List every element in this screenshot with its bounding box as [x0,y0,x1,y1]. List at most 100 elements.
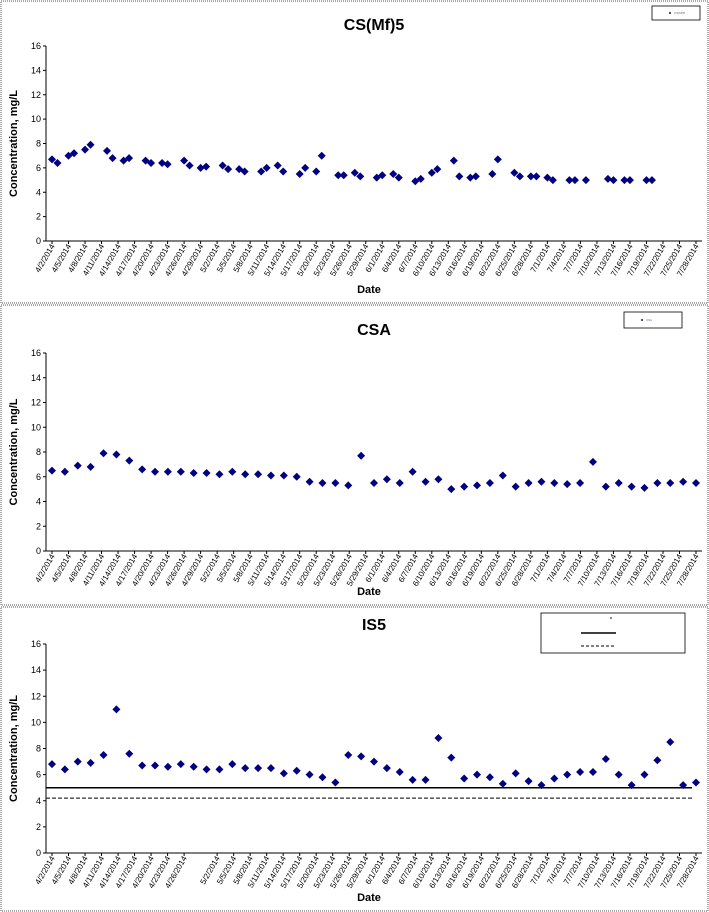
data-point [642,176,651,185]
data-point [318,773,327,782]
data-point [601,482,610,491]
legend-marker [610,617,612,619]
y-tick-label: 8 [36,447,41,457]
data-point [218,161,227,170]
data-point [254,470,263,479]
data-point [370,757,378,766]
data-point [228,760,237,769]
y-tick-label: 6 [36,770,41,780]
data-point [460,774,469,783]
data-point [485,773,494,782]
data-point [318,478,327,487]
y-tick-label: 0 [36,546,41,556]
data-point [215,765,224,774]
data-point [625,176,634,185]
y-axis-label: Concentration, mg/L [8,398,20,505]
data-point [614,478,623,487]
data-point [471,172,480,181]
data-point [395,768,404,777]
chart-1: CS(Mf)502468101214164/2/20144/5/20144/8/… [0,0,709,304]
data-point [603,174,612,183]
data-point [262,163,271,172]
data-point [614,770,623,779]
data-point [292,766,301,775]
data-point [679,477,688,486]
data-point [305,477,314,486]
data-point [185,161,194,170]
data-point [447,753,456,762]
y-tick-label: 10 [31,717,41,727]
y-axis-label: Concentration, mg/L [8,90,20,197]
data-point [485,478,494,487]
y-axis-label: Concentration, mg/L [8,695,20,802]
data-point [254,764,263,773]
legend-marker [668,11,672,15]
data-point [317,151,326,160]
data-point [202,765,211,774]
data-point [357,752,366,761]
y-tick-label: 10 [31,114,41,124]
data-point [395,478,404,487]
y-tick-label: 6 [36,472,41,482]
data-point [241,470,250,479]
data-point [692,778,700,787]
x-axis-label: Date [357,892,381,904]
data-point [48,466,56,475]
data-point [163,467,172,476]
data-point [524,478,533,487]
legend-label: CSA [646,318,652,322]
data-point [466,173,475,182]
data-point [498,779,507,788]
data-point [434,475,443,484]
data-point [73,757,82,766]
chart-frame [0,606,709,912]
data-point [488,169,497,178]
chart-3: IS502468101214164/2/20144/5/20144/8/2014… [0,606,709,912]
data-point [515,172,524,181]
legend-label: CS(Mf)5 [674,11,685,15]
data-point [344,481,353,490]
data-point [524,777,533,786]
data-point [224,165,233,174]
data-point [421,477,430,486]
y-tick-label: 4 [36,187,41,197]
data-point [455,172,464,181]
y-tick-label: 12 [31,90,41,100]
data-point [389,169,398,178]
data-point [273,161,282,170]
data-point [48,760,56,769]
data-point [427,168,436,177]
data-point [627,781,636,790]
y-tick-label: 2 [36,212,41,222]
y-tick-label: 6 [36,163,41,173]
data-point [125,456,134,465]
data-point [189,762,198,771]
data-point [279,167,288,176]
y-tick-label: 12 [31,691,41,701]
data-point [60,765,69,774]
data-point [653,478,662,487]
data-point [378,171,387,180]
data-point [640,770,649,779]
chart-title: CSA [357,322,391,339]
data-point [537,781,546,790]
data-point [73,461,82,470]
data-point [382,475,391,484]
data-point [312,167,321,176]
data-point [266,471,275,480]
y-tick-label: 4 [36,796,41,806]
data-point [640,483,649,492]
data-point [370,478,378,487]
data-point [334,171,343,180]
data-point [511,769,520,778]
legend-box [651,5,701,21]
y-tick-label: 10 [31,422,41,432]
y-tick-label: 16 [31,348,41,358]
data-point [473,770,482,779]
data-point [563,770,572,779]
y-tick-label: 0 [36,848,41,858]
data-point [147,159,156,167]
data-point [537,477,546,486]
data-point [257,167,266,176]
